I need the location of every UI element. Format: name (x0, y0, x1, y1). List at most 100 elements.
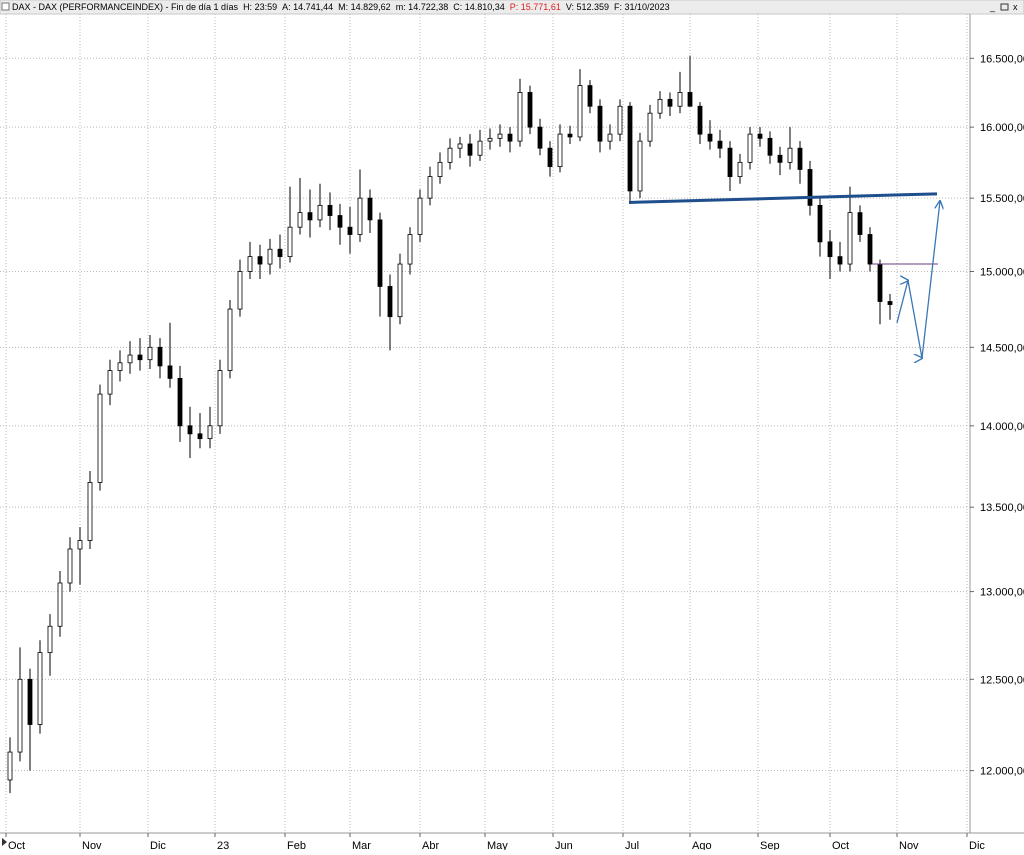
y-tick-label: 15.000,00 (980, 266, 1024, 278)
y-tick-label: 16.000,00 (980, 122, 1024, 134)
candle-body (117, 362, 123, 371)
candle-body (527, 92, 533, 128)
candle-body (797, 147, 803, 170)
x-tick-label: Dic (150, 840, 166, 850)
y-tick-label: 14.000,00 (980, 421, 1024, 433)
candle-body (277, 248, 283, 258)
x-tick-label: May (487, 840, 508, 850)
candle-body (717, 140, 723, 149)
y-tick-label: 12.500,00 (980, 674, 1024, 686)
candle-body (767, 137, 773, 156)
y-tick-label: 15.500,00 (980, 193, 1024, 205)
header-info: H: 23:59 (243, 2, 277, 12)
candle-body (407, 234, 413, 265)
candle-body (597, 105, 603, 142)
candle-body (737, 161, 743, 178)
candle-body (847, 212, 853, 265)
candle-body (657, 98, 663, 114)
candle-body (377, 219, 383, 287)
header-icon[interactable] (1, 2, 10, 11)
candle-body (137, 354, 143, 361)
candle-body (627, 105, 633, 192)
y-tick-label: 13.000,00 (980, 587, 1024, 599)
x-tick-label: Mar (352, 840, 371, 850)
candle-body (357, 197, 363, 235)
candle-body (617, 105, 623, 135)
x-tick-label: Abr (422, 840, 439, 850)
candle-body (237, 271, 243, 310)
candle-body (347, 226, 353, 235)
x-tick-label: Ago (692, 840, 712, 850)
candle-body (467, 143, 473, 156)
candle-body (757, 133, 763, 139)
candle-body (67, 548, 73, 584)
candle-body (587, 85, 593, 107)
candle-body (497, 133, 503, 139)
header-text: DAX - DAX (PERFORMANCEINDEX) - Fin de dí… (12, 2, 670, 12)
candle-body (327, 204, 333, 216)
y-tick-label: 16.500,00 (980, 53, 1024, 65)
candle-body (887, 301, 893, 305)
candle-body (687, 92, 693, 107)
candle-body (817, 204, 823, 243)
x-tick-label: Feb (287, 840, 306, 850)
candle-body (707, 133, 713, 142)
candle-body (557, 133, 563, 168)
window-close[interactable]: x (1013, 2, 1018, 12)
candle-body (807, 169, 813, 206)
candle-body (547, 147, 553, 168)
candle-body (187, 425, 193, 435)
scroll-arrow[interactable] (2, 838, 7, 846)
candle-body (677, 92, 683, 107)
candle-body (477, 140, 483, 156)
candle-body (787, 147, 793, 163)
candle-body (507, 133, 513, 142)
candle-body (157, 346, 163, 367)
candle-body (747, 133, 753, 163)
candle-body (877, 263, 883, 302)
y-tick-label: 13.500,00 (980, 502, 1024, 514)
x-tick-label: Jun (555, 840, 573, 850)
candle-body (337, 215, 343, 228)
x-tick-label: Dic (969, 840, 985, 850)
candle-body (27, 678, 33, 725)
header-background (0, 0, 1024, 15)
candle-body (827, 241, 833, 258)
y-tick-label: 12.000,00 (980, 766, 1024, 778)
candle-body (777, 154, 783, 163)
candle-body (127, 354, 133, 364)
y-tick-label: 14.500,00 (980, 342, 1024, 354)
candle-body (17, 678, 23, 753)
candle-body (577, 85, 583, 138)
candle-body (207, 425, 213, 440)
x-tick-label: Jul (625, 840, 639, 850)
candle-body (47, 625, 53, 654)
x-tick-label: Oct (8, 840, 25, 850)
header-info: V: 512.359 (566, 2, 609, 12)
header-bar: DAX - DAX (PERFORMANCEINDEX) - Fin de dí… (0, 0, 1024, 15)
candle-body (147, 346, 153, 361)
x-tick-label: Nov (82, 840, 102, 850)
x-tick-label: Oct (832, 840, 849, 850)
header-info: m: 14.722,38 (396, 2, 449, 12)
candle-body (177, 377, 183, 427)
x-tick-label: 23 (217, 840, 229, 850)
candle-body (307, 212, 313, 221)
candle-body (267, 248, 273, 265)
candle-body (637, 140, 643, 192)
candle-body (217, 370, 223, 427)
candle-body (57, 582, 63, 627)
candle-body (317, 204, 323, 221)
candle-body (7, 751, 13, 781)
candle-body (287, 226, 293, 258)
header-info: M: 14.829,62 (338, 2, 391, 12)
trend-line (628, 192, 938, 204)
candle-body (567, 133, 573, 138)
candle-body (397, 263, 403, 318)
x-tick-label: Sep (760, 840, 780, 850)
window-minimize[interactable]: _ (989, 2, 996, 12)
window-maximize[interactable] (1000, 3, 1009, 11)
candle-body (387, 286, 393, 318)
